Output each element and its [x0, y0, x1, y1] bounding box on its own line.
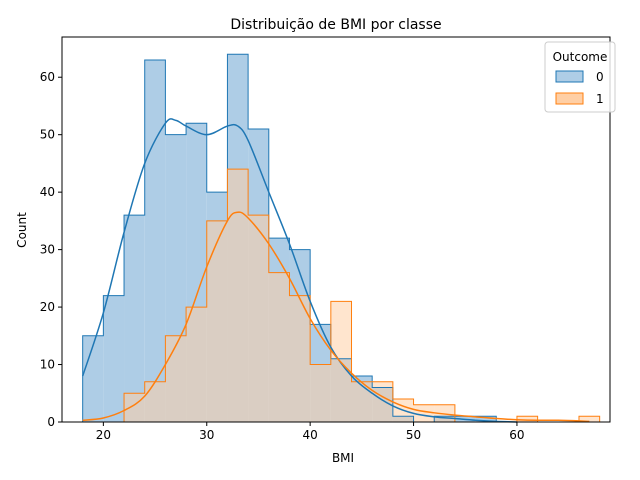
histogram-bar [516, 416, 538, 422]
histogram-bar [227, 169, 249, 422]
y-axis-label: Count [15, 212, 29, 248]
legend-label-0: 0 [596, 70, 604, 84]
y-tick-label: 0 [47, 415, 55, 429]
y-tick-label: 40 [40, 185, 55, 199]
histogram-bar [144, 381, 166, 422]
y-tick-label: 20 [40, 300, 55, 314]
y-tick-label: 60 [40, 70, 55, 84]
histogram-bar [413, 404, 435, 422]
x-axis-label: BMI [332, 451, 354, 465]
legend-label-1: 1 [596, 92, 604, 106]
series-1-kde-line [82, 211, 590, 423]
histogram-bar [186, 307, 207, 422]
histogram-bar [578, 416, 600, 422]
chart-title: Distribuição de BMI por classe [230, 17, 441, 33]
legend: Outcome 0 1 [544, 41, 616, 113]
legend-title: Outcome [553, 50, 608, 64]
series-0-step-outline [82, 53, 497, 423]
x-tick-label: 40 [303, 428, 318, 442]
histogram-bar [268, 272, 290, 422]
histogram-bar [351, 381, 373, 422]
histogram-bar [124, 393, 145, 422]
y-tick-label: 50 [40, 128, 55, 142]
histogram-bar [165, 335, 187, 422]
histogram-bar [372, 381, 393, 422]
series-1-step-outline [82, 168, 601, 423]
histogram-bar [475, 416, 497, 422]
legend-swatch-1 [555, 92, 584, 105]
x-tick-label: 60 [509, 428, 524, 442]
histogram-bar [206, 220, 228, 422]
x-tick-label: 20 [96, 428, 111, 442]
legend-swatch-0 [555, 70, 584, 83]
axes-frame [61, 36, 611, 423]
series-0-kde-line [81, 118, 517, 423]
histogram-bar [248, 215, 269, 422]
histogram-bar [144, 59, 166, 422]
histogram-bar [82, 335, 104, 422]
histogram-bar [310, 364, 331, 422]
x-tick-label: 50 [406, 428, 421, 442]
plot-area [81, 53, 601, 423]
histogram-bar [289, 295, 311, 422]
y-tick-label: 30 [40, 243, 55, 257]
x-tick-label: 30 [199, 428, 214, 442]
histogram-bar [103, 295, 125, 422]
series-1-bars [124, 169, 600, 422]
y-tick-label: 10 [40, 358, 55, 372]
histogram-bar [124, 215, 145, 422]
